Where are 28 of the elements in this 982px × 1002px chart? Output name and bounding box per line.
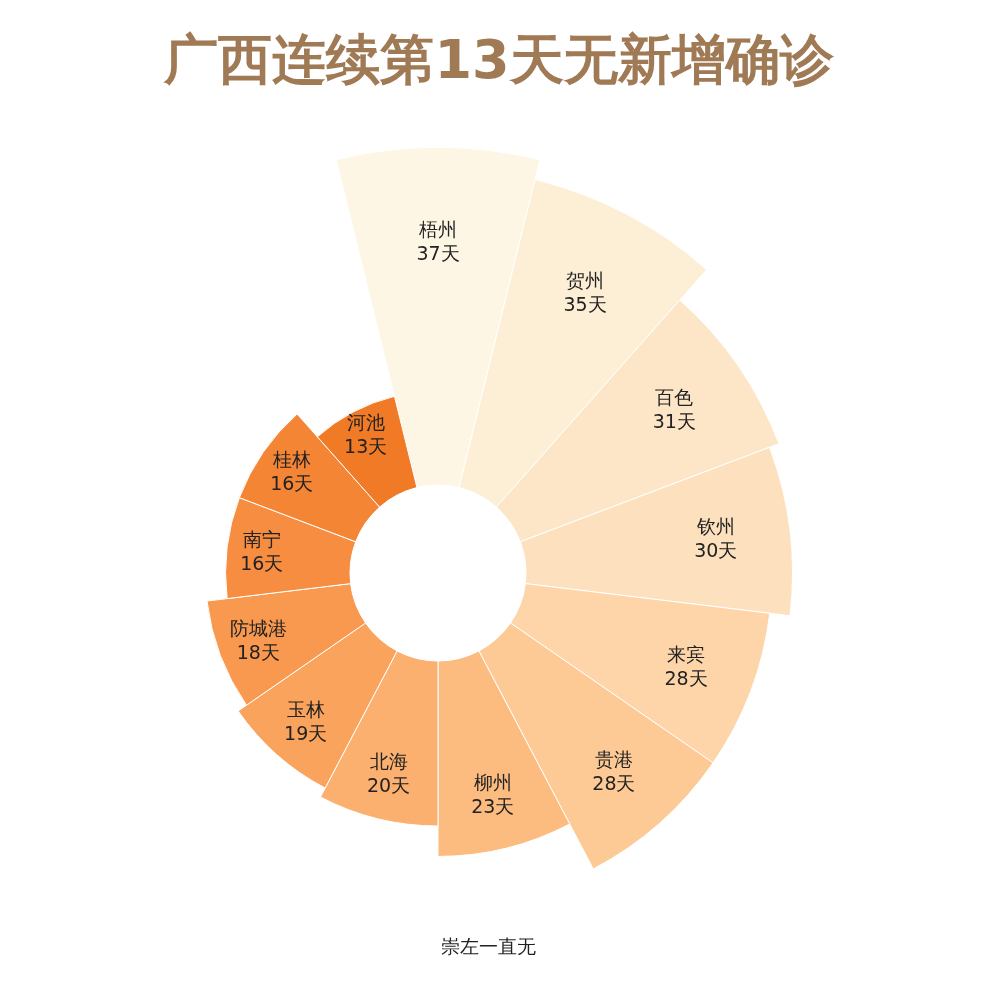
category-label: 来宾 xyxy=(667,643,706,666)
data-label: 37天 xyxy=(416,241,460,264)
category-label: 南宁 xyxy=(242,527,281,550)
category-label: 柳州 xyxy=(473,771,512,794)
data-label: 35天 xyxy=(563,292,607,315)
category-label: 百色 xyxy=(655,385,694,408)
category-label: 桂林 xyxy=(271,448,311,471)
data-label: 20天 xyxy=(366,773,411,796)
text: 广西连续第13天无新增确诊 xyxy=(163,28,835,91)
category-label: 玉林 xyxy=(286,698,325,721)
data-label: 13天 xyxy=(344,435,388,458)
category-label: 贺州 xyxy=(566,268,605,291)
data-label: 31天 xyxy=(652,409,696,432)
data-label: 18天 xyxy=(236,641,280,664)
data-label: 30天 xyxy=(694,539,738,562)
data-label: 16天 xyxy=(240,551,284,574)
data-label: 28天 xyxy=(592,771,636,794)
data-label: 28天 xyxy=(664,667,708,690)
data-label: 23天 xyxy=(471,795,515,818)
category-label: 防城港 xyxy=(229,617,287,640)
text: 崇左一直无 xyxy=(440,935,536,957)
category-label: 梧州 xyxy=(418,217,457,240)
data-label: 16天 xyxy=(270,472,314,495)
category-label: 贵港 xyxy=(594,747,633,770)
category-label: 钦州 xyxy=(695,515,735,538)
data-label: 19天 xyxy=(284,722,328,745)
category-label: 北海 xyxy=(369,749,408,772)
category-label: 河池 xyxy=(346,411,385,434)
